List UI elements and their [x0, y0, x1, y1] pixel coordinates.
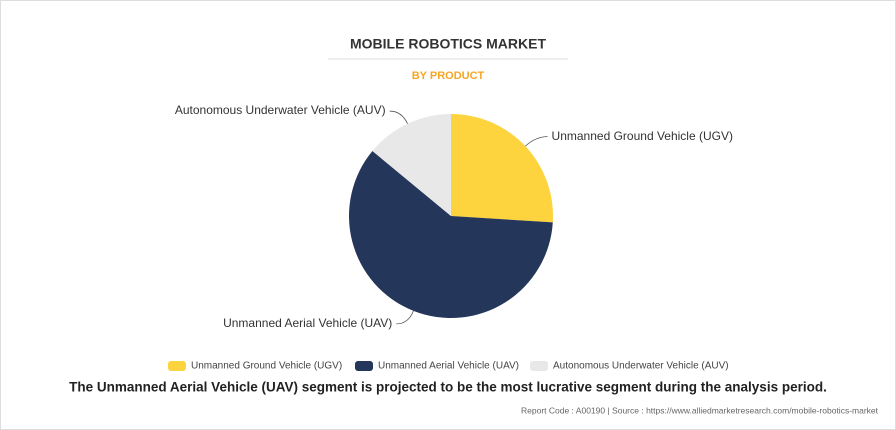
note: The Unmanned Aerial Vehicle (UAV) segmen… — [69, 380, 827, 395]
legend-label: Unmanned Ground Vehicle (UGV) — [191, 361, 342, 372]
legend-swatch — [530, 361, 548, 371]
chart-title: MOBILE ROBOTICS MARKET — [350, 36, 546, 52]
leader-line — [525, 136, 548, 147]
source: Report Code : A00190 | Source : https://… — [521, 405, 879, 415]
legend-swatch — [355, 361, 373, 371]
pie-slice — [372, 114, 451, 216]
slice-label: Unmanned Aerial Vehicle (UAV) — [223, 316, 392, 330]
leader-line — [396, 310, 414, 325]
legend-swatch — [168, 361, 186, 371]
leader-line — [389, 110, 408, 124]
pie-slice — [349, 150, 553, 319]
legend-label: Autonomous Underwater Vehicle (AUV) — [553, 361, 729, 372]
slice-label: Autonomous Underwater Vehicle (AUV) — [175, 103, 386, 117]
legend-label: Unmanned Aerial Vehicle (UAV) — [378, 361, 519, 372]
chart-subtitle: BY PRODUCT — [412, 70, 485, 82]
slice-label: Unmanned Ground Vehicle (UGV) — [552, 129, 733, 143]
pie-slice — [451, 114, 553, 223]
